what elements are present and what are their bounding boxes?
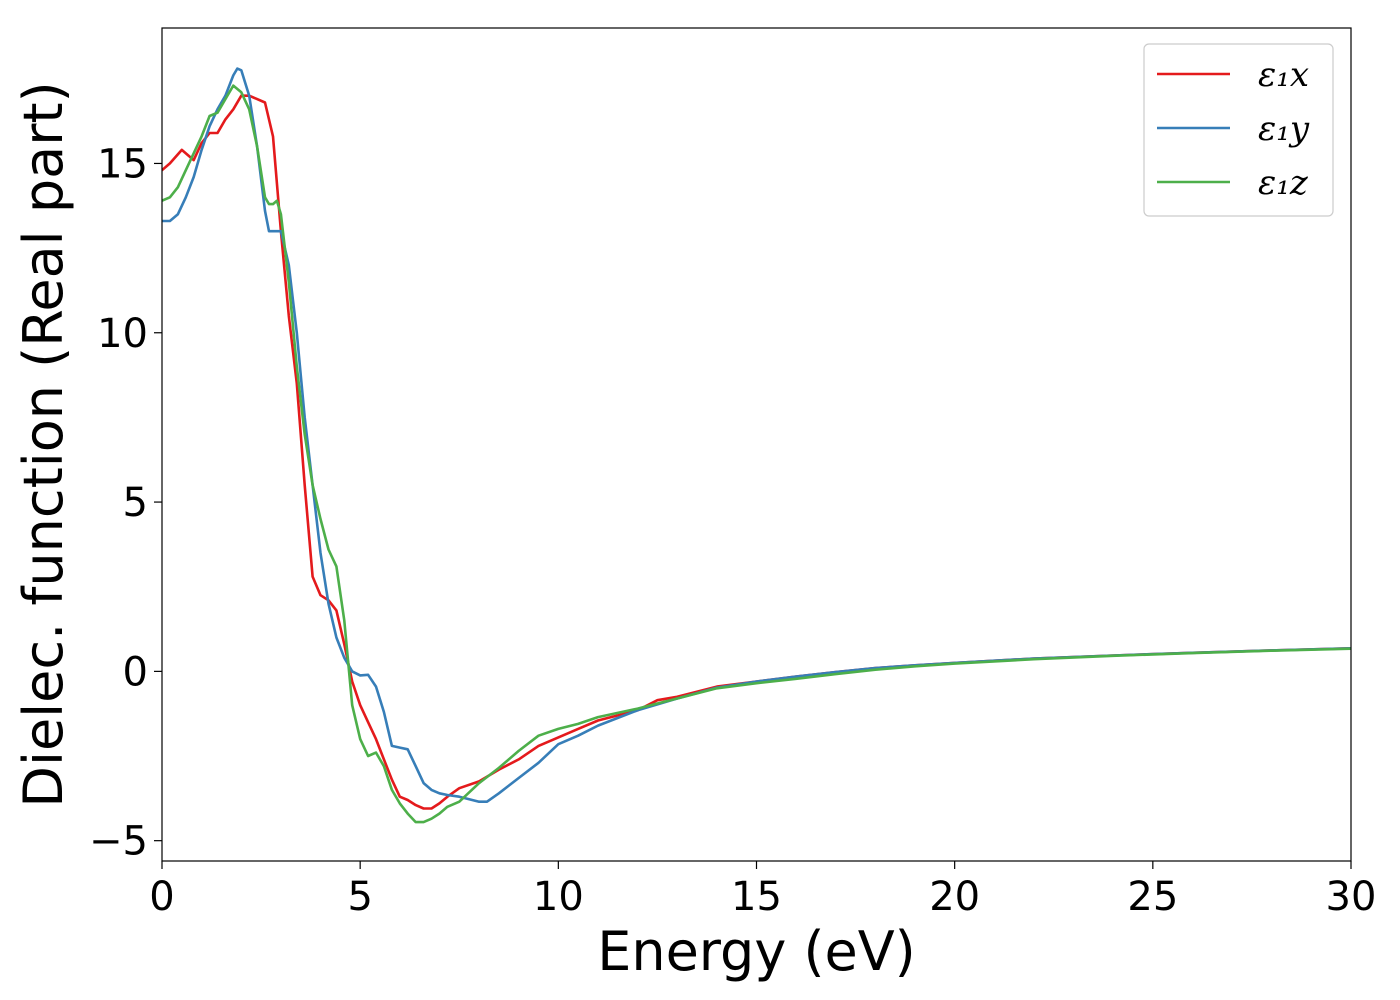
y-tick-label: 15 [97, 141, 148, 187]
x-tick-label: 20 [929, 874, 980, 920]
legend-label: ε₁y [1258, 109, 1310, 149]
series-line-2 [162, 67, 1351, 803]
legend-label: ε₁z [1258, 163, 1309, 203]
legend-label: ε₁x [1258, 55, 1309, 95]
y-axis-ticks: −5 0 5 10 15 [89, 141, 162, 865]
x-tick-label: 10 [533, 874, 584, 920]
y-axis-label: Dielec. function (Real part) [12, 81, 75, 807]
x-tick-label: 25 [1127, 874, 1178, 920]
x-tick-label: 0 [149, 874, 174, 920]
x-tick-label: 30 [1326, 874, 1377, 920]
x-tick-label: 15 [731, 874, 782, 920]
series-layer [162, 67, 1351, 824]
x-tick-label: 5 [347, 874, 372, 920]
y-tick-label: −5 [89, 819, 148, 865]
y-tick-label: 5 [123, 480, 148, 526]
series-line-3 [162, 84, 1351, 824]
y-tick-label: 0 [123, 649, 148, 695]
x-axis-ticks: 0 5 10 15 20 25 30 [149, 861, 1376, 920]
y-tick-label: 10 [97, 311, 148, 357]
legend-box [1143, 43, 1334, 217]
legend: ε₁x ε₁y ε₁z [1143, 43, 1334, 217]
x-axis-label: Energy (eV) [597, 920, 916, 983]
